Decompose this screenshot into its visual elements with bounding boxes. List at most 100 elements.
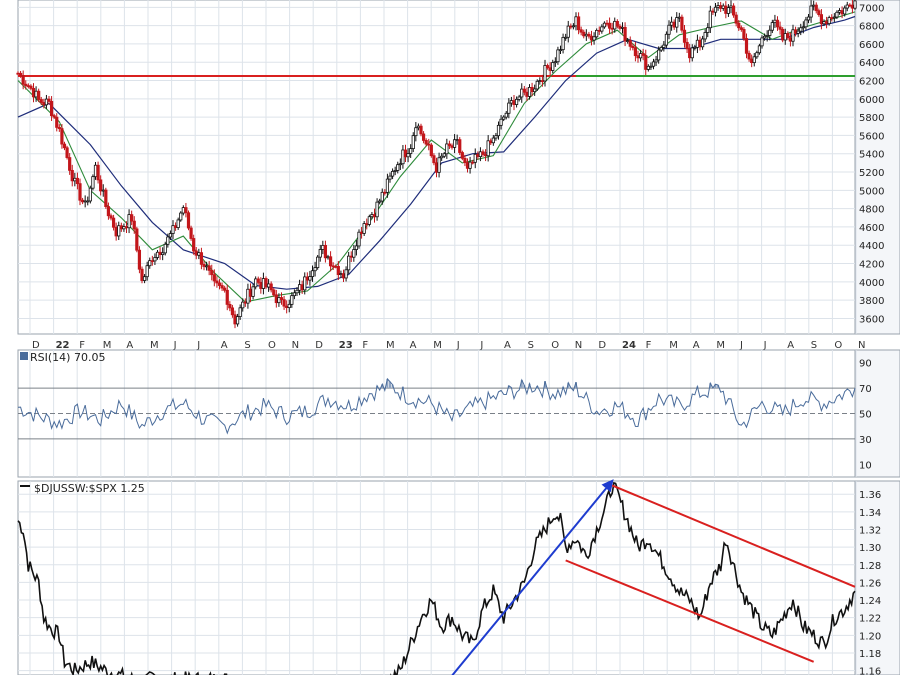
price-candle-body (605, 22, 609, 25)
price-candle-body (473, 153, 477, 163)
price-candle-body (731, 5, 736, 16)
price-candle-body (507, 102, 511, 114)
price-candle-body (708, 10, 712, 29)
price-candle-body (527, 87, 532, 97)
price-candle-body (545, 65, 550, 69)
price-candle-body (47, 98, 51, 102)
price-candle-body (610, 27, 614, 30)
rsi-y-tick-label: 30 (859, 435, 872, 446)
price-candle-body (571, 25, 576, 28)
price-x-tick-label: D (598, 340, 606, 351)
price-candle-body (602, 22, 607, 28)
price-candle-body (409, 148, 413, 154)
price-candle-body (471, 161, 475, 164)
price-candle-body (287, 303, 291, 309)
price-x-tick-label: A (126, 340, 133, 351)
price-candle-body (171, 225, 175, 234)
price-candle-body (137, 249, 142, 270)
price-candle-body (597, 29, 601, 32)
price-candle-body (595, 29, 599, 38)
price-candle-body (370, 214, 374, 218)
price-candle-body (305, 276, 309, 281)
price-x-tick-label: J (479, 340, 483, 351)
price-candle-body (434, 162, 439, 173)
price-y-tick-label: 5600 (859, 131, 884, 142)
price-candle-body (664, 33, 669, 46)
price-candle-body (615, 20, 619, 27)
price-candle-body (742, 29, 746, 39)
price-x-tick-label: M (150, 340, 159, 351)
price-candle-body (93, 164, 98, 178)
price-candle-body (111, 217, 116, 228)
price-candle-body (372, 214, 377, 218)
price-candle-body (447, 143, 452, 147)
price-candle-body (62, 143, 67, 149)
ratio-y-tick-label: 1.34 (859, 508, 881, 519)
price-candle-body (411, 135, 415, 149)
price-candle-body (520, 88, 524, 98)
price-candle-body (83, 200, 87, 203)
price-x-tick-label: O (268, 340, 276, 351)
price-candle-body (124, 226, 129, 229)
rsi-legend-swatch (20, 352, 28, 360)
price-candle-body (259, 281, 263, 289)
price-y-tick-label: 3800 (859, 296, 884, 307)
price-candle-body (437, 157, 441, 173)
price-candle-body (680, 16, 684, 31)
price-candle-body (830, 17, 834, 20)
price-candle-body (558, 49, 563, 52)
price-x-tick-label: N (575, 340, 582, 351)
price-candle-body (321, 245, 325, 250)
price-candle-body (194, 250, 198, 256)
price-candle-body (331, 265, 335, 268)
price-candle-body (393, 170, 397, 172)
price-candle-body (352, 249, 356, 258)
price-candle-body (770, 22, 774, 31)
price-candle-body (18, 72, 23, 76)
price-candle-body (380, 191, 384, 202)
price-candle-body (155, 251, 160, 258)
ratio-y-tick-label: 1.30 (859, 543, 881, 554)
price-candle-body (646, 65, 650, 70)
price-candle-body (130, 214, 134, 222)
price-candle-body (197, 252, 201, 256)
price-candle-body (638, 53, 643, 59)
price-candle-body (509, 100, 514, 104)
price-candle-body (540, 80, 545, 83)
price-candle-body (176, 219, 180, 228)
price-y-tick-label: 5000 (859, 186, 884, 197)
price-candle-body (145, 265, 149, 278)
price-candle-body (80, 199, 85, 203)
price-candle-body (845, 4, 849, 9)
ratio-y-tick-label: 1.24 (859, 596, 881, 607)
price-x-tick-label: 24 (622, 340, 636, 351)
price-candle-body (96, 164, 100, 181)
price-candle-body (261, 278, 266, 289)
rsi-y-tick-label: 50 (859, 410, 872, 421)
price-candle-body (357, 231, 361, 247)
price-candle-body (734, 14, 738, 24)
price-x-tick-label: S (528, 340, 534, 351)
price-candle-body (675, 17, 679, 28)
price-x-tick-label: D (315, 340, 323, 351)
price-x-tick-label: M (386, 340, 395, 351)
price-candle-body (584, 33, 588, 37)
price-candle-body (16, 72, 20, 75)
price-candle-body (339, 273, 343, 276)
price-candle-body (86, 200, 90, 203)
price-candle-body (672, 21, 676, 28)
price-candle-body (548, 67, 552, 71)
price-candle-body (592, 36, 596, 41)
price-candle-body (700, 38, 705, 48)
price-candle-body (75, 177, 80, 185)
price-candle-body (481, 151, 485, 155)
price-candle-body (502, 116, 506, 120)
price-x-tick-label: S (244, 340, 250, 351)
price-candle-body (716, 5, 720, 8)
ratio-legend-swatch (20, 485, 30, 487)
rsi-y-tick-label: 70 (859, 384, 872, 395)
price-candle-body (21, 75, 25, 85)
price-x-tick-label: S (811, 340, 817, 351)
price-candle-body (184, 207, 188, 214)
